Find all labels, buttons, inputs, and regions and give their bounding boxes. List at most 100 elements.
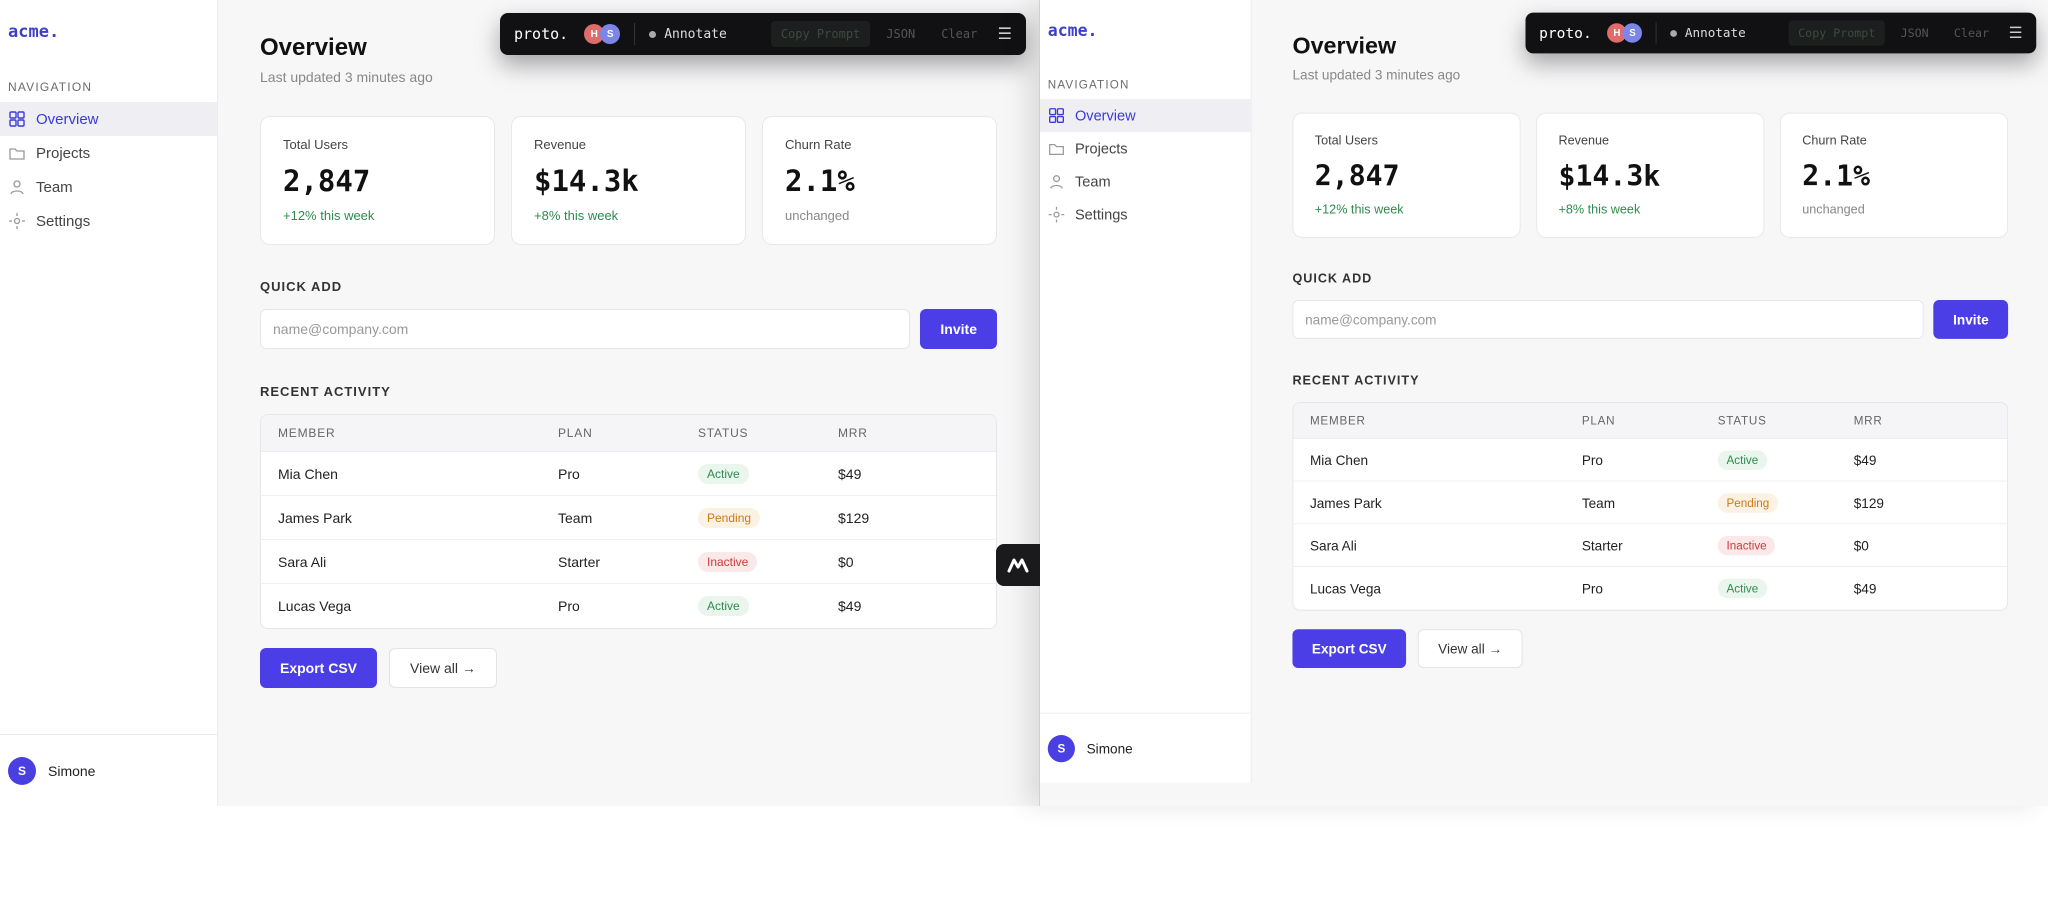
export-csv-button[interactable]: Export CSV xyxy=(1292,629,1407,669)
email-field[interactable] xyxy=(260,309,911,349)
column-header-plan[interactable]: PLAN xyxy=(558,426,593,440)
brand-logo[interactable]: acme. xyxy=(1047,21,1098,41)
hamburger-icon[interactable]: ☰ xyxy=(997,26,1012,43)
app-window-left: acme. NAVIGATION Overview Projects Team xyxy=(0,0,1039,806)
sidebar-item-overview[interactable]: Overview xyxy=(0,102,217,136)
collaborator-avatar[interactable]: H xyxy=(1607,23,1627,43)
page-title: Overview xyxy=(260,34,367,61)
mrr-value: $49 xyxy=(838,465,862,482)
sidebar-item-label: Overview xyxy=(1074,107,1136,124)
column-header-status[interactable]: STATUS xyxy=(698,426,749,440)
mrr-value: $49 xyxy=(838,598,862,614)
table-row[interactable]: Sara Ali Starter Inactive $0 xyxy=(1293,524,2008,568)
plan-name: Starter xyxy=(1581,537,1623,553)
page-title: Overview xyxy=(1292,33,1397,60)
column-header-plan[interactable]: PLAN xyxy=(1581,413,1616,428)
annotate-toggle[interactable]: Annotate xyxy=(1670,25,1746,41)
stat-value: $14.3k xyxy=(1558,159,1661,193)
sidebar-item-team[interactable]: Team xyxy=(1040,165,1251,198)
sidebar-item-projects[interactable]: Projects xyxy=(0,136,217,170)
brand-logo[interactable]: acme. xyxy=(8,22,60,42)
stat-card-revenue: Revenue $14.3k +8% this week xyxy=(1536,112,1765,238)
copy-prompt-button[interactable]: Copy Prompt xyxy=(770,21,871,47)
table-row[interactable]: Lucas Vega Pro Active $49 xyxy=(261,584,996,628)
stat-change: +8% this week xyxy=(1558,201,1641,217)
quick-add-form: Invite xyxy=(1292,300,2009,339)
collaborator-avatar[interactable]: S xyxy=(1622,23,1643,43)
clear-button[interactable]: Clear xyxy=(1953,26,1989,40)
export-csv-button[interactable]: Export CSV xyxy=(260,648,378,688)
status-badge: Pending xyxy=(698,507,761,528)
nav-heading: NAVIGATION xyxy=(1047,77,1130,92)
column-header-status[interactable]: STATUS xyxy=(1717,413,1767,428)
stat-label: Churn Rate xyxy=(1802,133,1867,148)
sidebar-item-settings[interactable]: Settings xyxy=(1040,198,1251,231)
table-row[interactable]: James Park Team Pending $129 xyxy=(261,496,996,540)
sidebar-item-projects[interactable]: Projects xyxy=(1040,132,1251,165)
member-name: Lucas Vega xyxy=(1309,580,1381,597)
view-all-button[interactable]: View all → xyxy=(389,648,497,688)
table-row[interactable]: James Park Team Pending $129 xyxy=(1293,482,2008,525)
nav-list: Overview Projects Team Settings xyxy=(1040,99,1251,231)
json-button[interactable]: JSON xyxy=(886,27,916,41)
stat-value: 2.1% xyxy=(785,164,855,198)
stat-label: Churn Rate xyxy=(785,137,852,152)
email-field[interactable] xyxy=(1292,300,1925,339)
column-header-member[interactable]: MEMBER xyxy=(278,426,336,440)
stat-label: Revenue xyxy=(534,137,587,152)
toolbar-divider xyxy=(634,23,636,45)
clear-button[interactable]: Clear xyxy=(941,27,978,41)
table-row[interactable]: Lucas Vega Pro Active $49 xyxy=(1293,567,2007,610)
collaborator-avatar[interactable]: H xyxy=(584,24,605,44)
mrr-value: $129 xyxy=(838,509,870,526)
member-name: James Park xyxy=(278,509,352,526)
folder-icon xyxy=(1049,144,1064,156)
annotate-label: Annotate xyxy=(1684,25,1746,41)
user-name: Simone xyxy=(48,762,96,779)
mrr-value: $49 xyxy=(1853,452,1877,468)
hamburger-icon[interactable]: ☰ xyxy=(2008,25,2023,42)
activity-table: MEMBER PLAN STATUS MRR Mia Chen Pro Acti… xyxy=(1292,401,2009,611)
stat-change: unchanged xyxy=(785,208,850,223)
quick-add-heading: QUICK ADD xyxy=(260,279,343,294)
status-badge: Active xyxy=(698,596,749,616)
plan-name: Pro xyxy=(1581,580,1603,597)
stat-change: +8% this week xyxy=(534,208,619,223)
stat-label: Revenue xyxy=(1558,133,1610,148)
plan-name: Pro xyxy=(558,598,580,614)
annotate-toggle[interactable]: Annotate xyxy=(649,27,727,42)
status-dot-icon xyxy=(1670,29,1678,37)
json-button[interactable]: JSON xyxy=(1900,26,1929,40)
stat-value: 2.1% xyxy=(1802,159,1871,193)
app-window-right: acme. NAVIGATION Overview Projects Team xyxy=(1039,0,2048,806)
grid-icon xyxy=(1049,108,1064,124)
user-profile[interactable]: S Simone xyxy=(0,734,217,806)
proto-logo: proto. xyxy=(514,25,569,43)
proto-toolbar: proto. H S Annotate Copy Prompt JSON Cle… xyxy=(1525,12,2037,54)
plan-name: Pro xyxy=(558,465,580,482)
sidebar-item-overview[interactable]: Overview xyxy=(1040,99,1251,133)
invite-button[interactable]: Invite xyxy=(920,309,997,349)
sidebar-item-settings[interactable]: Settings xyxy=(0,204,217,238)
nav-list: Overview Projects Team Settings xyxy=(0,102,217,238)
copy-prompt-button[interactable]: Copy Prompt xyxy=(1788,20,1886,46)
table-header: MEMBER PLAN STATUS MRR xyxy=(1293,402,2008,439)
sidebar-item-label: Team xyxy=(1074,173,1111,190)
invite-button[interactable]: Invite xyxy=(1933,300,2009,339)
sidebar-item-team[interactable]: Team xyxy=(0,170,217,204)
table-row[interactable]: Sara Ali Starter Inactive $0 xyxy=(261,540,996,584)
column-header-mrr[interactable]: MRR xyxy=(838,426,868,440)
column-header-mrr[interactable]: MRR xyxy=(1853,413,1883,428)
last-updated: Last updated 3 minutes ago xyxy=(1292,66,1461,83)
collaborator-avatar[interactable]: S xyxy=(600,24,621,44)
user-profile[interactable]: S Simone xyxy=(1040,712,1251,783)
stat-change: +12% this week xyxy=(283,208,375,223)
status-badge: Active xyxy=(1717,450,1767,470)
member-name: Mia Chen xyxy=(1309,452,1369,468)
table-row[interactable]: Mia Chen Pro Active $49 xyxy=(1293,439,2008,482)
table-row[interactable]: Mia Chen Pro Active $49 xyxy=(261,452,996,496)
view-all-button[interactable]: View all → xyxy=(1417,629,1523,669)
column-header-member[interactable]: MEMBER xyxy=(1309,413,1366,428)
stat-value: $14.3k xyxy=(534,164,639,198)
resize-handle[interactable] xyxy=(996,544,1040,586)
